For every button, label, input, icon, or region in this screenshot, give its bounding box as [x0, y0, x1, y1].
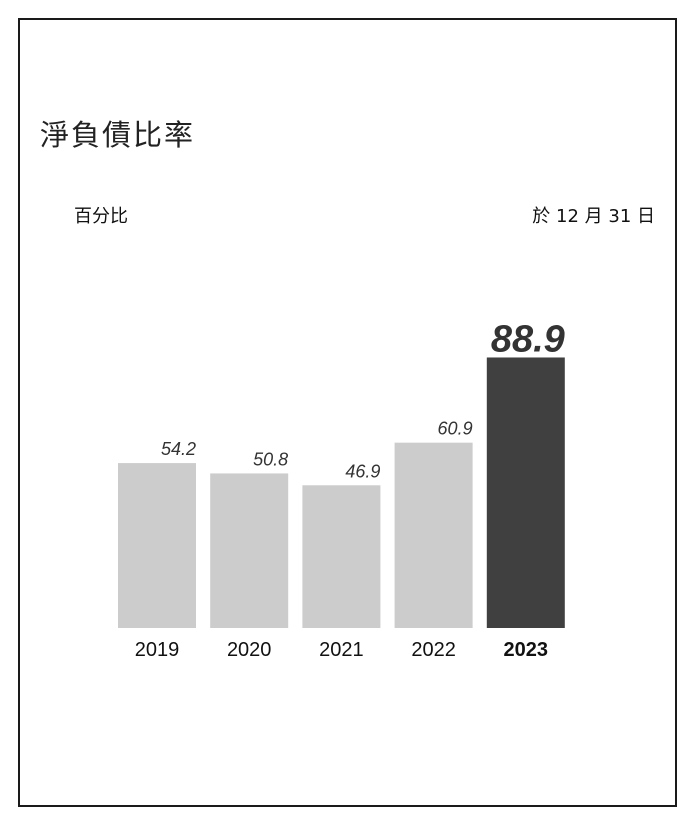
bar-2020: [210, 473, 289, 628]
x-tick-2021: 2021: [319, 639, 364, 661]
value-label-2020: 50.8: [253, 449, 288, 469]
x-tick-2019: 2019: [135, 639, 180, 661]
chart-frame: 淨負債比率 百分比 於 12 月 31 日: [18, 18, 677, 807]
value-label-2023: 88.9: [491, 318, 565, 360]
x-tick-2020: 2020: [227, 639, 272, 661]
chart-title: 淨負債比率: [40, 118, 196, 152]
x-tick-2022: 2022: [411, 639, 456, 661]
bar-2019: [118, 463, 196, 628]
value-label-2022: 60.9: [438, 419, 473, 439]
x-tick-2023: 2023: [504, 639, 549, 661]
value-label-2021: 46.9: [345, 461, 380, 481]
bar-2023: [486, 357, 565, 628]
bar-2021: [302, 485, 381, 628]
bar-2022: [394, 442, 473, 628]
unit-label: 百分比: [74, 206, 128, 227]
value-label-2019: 54.2: [161, 439, 196, 459]
date-label: 於 12 月 31 日: [532, 206, 655, 227]
